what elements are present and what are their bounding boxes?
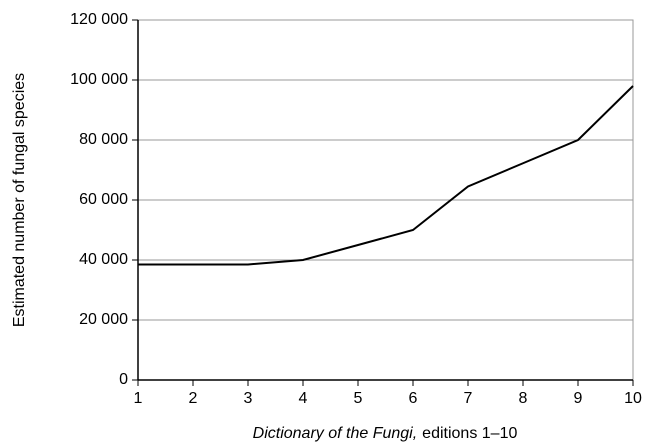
x-tick-label: 4 xyxy=(299,390,308,407)
y-axis-label: Estimated number of fungal species xyxy=(11,73,28,327)
x-tick-label: 3 xyxy=(244,390,253,407)
x-tick-label: 2 xyxy=(189,390,198,407)
y-tick-label: 120 000 xyxy=(70,11,128,28)
x-axis-label-italic: Dictionary of the Fungi, xyxy=(253,425,418,442)
x-tick-label: 10 xyxy=(624,390,642,407)
y-tick-label: 80 000 xyxy=(79,131,128,148)
y-tick-label: 60 000 xyxy=(79,191,128,208)
x-tick-label: 9 xyxy=(574,390,583,407)
x-axis-label-plain: editions 1–10 xyxy=(422,425,517,442)
y-tick-label: 20 000 xyxy=(79,311,128,328)
y-tick-label: 40 000 xyxy=(79,251,128,268)
y-tick-label: 100 000 xyxy=(70,71,128,88)
y-tick-label: 0 xyxy=(119,371,128,388)
x-tick-label: 5 xyxy=(354,390,363,407)
data-line xyxy=(138,85,634,266)
x-axis-label: Dictionary of the Fungi, editions 1–10 xyxy=(253,425,518,442)
x-tick-label: 6 xyxy=(409,390,418,407)
x-tick-label: 8 xyxy=(519,390,528,407)
x-tick-label: 1 xyxy=(134,390,143,407)
x-tick-label: 7 xyxy=(464,390,473,407)
